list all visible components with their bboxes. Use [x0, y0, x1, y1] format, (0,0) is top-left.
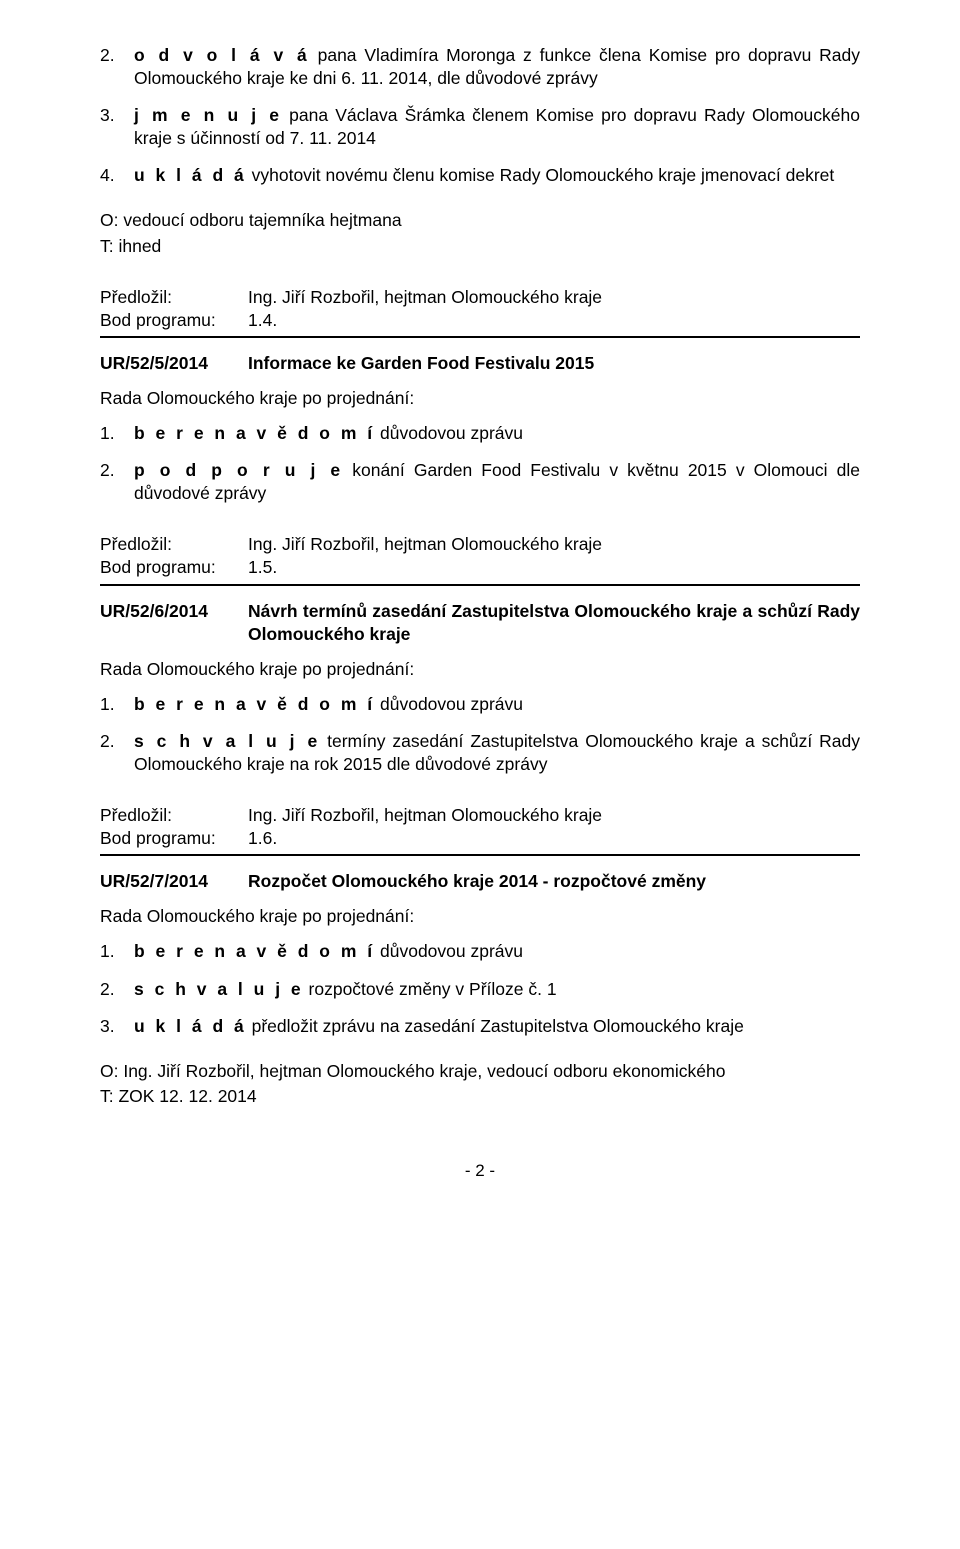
bod-label: Bod programu: — [100, 309, 248, 332]
item-number: 1. — [100, 940, 134, 963]
item-body: b e r e n a v ě d o m í důvodovou zprávu — [134, 693, 860, 716]
item-body: j m e n u j e pana Václava Šrámka členem… — [134, 104, 860, 150]
item-verb: j m e n u j e — [134, 105, 282, 125]
rada-line: Rada Olomouckého kraje po projednání: — [100, 905, 860, 928]
resolution-code: UR/52/7/2014 — [100, 870, 248, 893]
item-verb: s c h v a l u j e — [134, 731, 320, 751]
bod-label: Bod programu: — [100, 827, 248, 850]
resolution-item: 1. b e r e n a v ě d o m í důvodovou zpr… — [100, 940, 860, 963]
meta-t: T: ihned — [100, 235, 860, 258]
item-number: 2. — [100, 978, 134, 1001]
submitter-row: Předložil: Ing. Jiří Rozbořil, hejtman O… — [100, 286, 860, 309]
item-verb: b e r e n a v ě d o m í — [134, 423, 375, 443]
rada-line: Rada Olomouckého kraje po projednání: — [100, 658, 860, 681]
resolution-item: 2. o d v o l á v á pana Vladimíra Morong… — [100, 44, 860, 90]
item-verb: o d v o l á v á — [134, 45, 310, 65]
item-body: u k l á d á předložit zprávu na zasedání… — [134, 1015, 860, 1038]
section-heading: UR/52/6/2014 Návrh termínů zasedání Zast… — [100, 600, 860, 646]
item-body: s c h v a l u j e termíny zasedání Zastu… — [134, 730, 860, 776]
submit-label: Předložil: — [100, 804, 248, 827]
section-divider — [100, 336, 860, 338]
resolution-title: Návrh termínů zasedání Zastupitelstva Ol… — [248, 600, 860, 646]
item-text: vyhotovit novému členu komise Rady Olomo… — [247, 165, 835, 185]
item-number: 1. — [100, 693, 134, 716]
page-number: - 2 - — [100, 1160, 860, 1182]
bod-label: Bod programu: — [100, 556, 248, 579]
agenda-row: Bod programu: 1.4. — [100, 309, 860, 332]
item-number: 3. — [100, 104, 134, 150]
resolution-item: 3. j m e n u j e pana Václava Šrámka čle… — [100, 104, 860, 150]
meta-o: O: vedoucí odboru tajemníka hejtmana — [100, 209, 860, 232]
item-text: důvodovou zprávu — [375, 694, 523, 714]
item-text: důvodovou zprávu — [375, 423, 523, 443]
submitter-block: Předložil: Ing. Jiří Rozbořil, hejtman O… — [100, 804, 860, 850]
resolution-item: 4. u k l á d á vyhotovit novému členu ko… — [100, 164, 860, 187]
item-body: s c h v a l u j e rozpočtové změny v Pří… — [134, 978, 860, 1001]
resolution-code: UR/52/5/2014 — [100, 352, 248, 375]
item-verb: b e r e n a v ě d o m í — [134, 694, 375, 714]
item-number: 3. — [100, 1015, 134, 1038]
resolution-title: Rozpočet Olomouckého kraje 2014 - rozpoč… — [248, 870, 860, 893]
item-body: p o d p o r u j e konání Garden Food Fes… — [134, 459, 860, 505]
document-page: 2. o d v o l á v á pana Vladimíra Morong… — [0, 0, 960, 1226]
meta-o: O: Ing. Jiří Rozbořil, hejtman Olomoucké… — [100, 1060, 860, 1083]
item-number: 2. — [100, 459, 134, 505]
resolution-item: 2. s c h v a l u j e termíny zasedání Za… — [100, 730, 860, 776]
section-divider — [100, 854, 860, 856]
submit-value: Ing. Jiří Rozbořil, hejtman Olomouckého … — [248, 533, 602, 556]
item-body: b e r e n a v ě d o m í důvodovou zprávu — [134, 422, 860, 445]
resolution-item: 1. b e r e n a v ě d o m í důvodovou zpr… — [100, 693, 860, 716]
section-heading: UR/52/7/2014 Rozpočet Olomouckého kraje … — [100, 870, 860, 893]
bod-value: 1.6. — [248, 827, 277, 850]
rada-line: Rada Olomouckého kraje po projednání: — [100, 387, 860, 410]
item-body: o d v o l á v á pana Vladimíra Moronga z… — [134, 44, 860, 90]
item-body: u k l á d á vyhotovit novému členu komis… — [134, 164, 860, 187]
item-body: b e r e n a v ě d o m í důvodovou zprávu — [134, 940, 860, 963]
submitter-block: Předložil: Ing. Jiří Rozbořil, hejtman O… — [100, 286, 860, 332]
item-text: předložit zprávu na zasedání Zastupitels… — [247, 1016, 744, 1036]
meta-block: O: Ing. Jiří Rozbořil, hejtman Olomoucké… — [100, 1060, 860, 1108]
resolution-code: UR/52/6/2014 — [100, 600, 248, 646]
item-verb: u k l á d á — [134, 1016, 247, 1036]
item-number: 1. — [100, 422, 134, 445]
item-verb: u k l á d á — [134, 165, 247, 185]
item-text: rozpočtové změny v Příloze č. 1 — [304, 979, 557, 999]
meta-t: T: ZOK 12. 12. 2014 — [100, 1085, 860, 1108]
item-number: 4. — [100, 164, 134, 187]
resolution-item: 3. u k l á d á předložit zprávu na zased… — [100, 1015, 860, 1038]
item-number: 2. — [100, 730, 134, 776]
item-number: 2. — [100, 44, 134, 90]
item-verb: b e r e n a v ě d o m í — [134, 941, 375, 961]
section-heading: UR/52/5/2014 Informace ke Garden Food Fe… — [100, 352, 860, 375]
submit-label: Předložil: — [100, 533, 248, 556]
bod-value: 1.4. — [248, 309, 277, 332]
resolution-item: 2. s c h v a l u j e rozpočtové změny v … — [100, 978, 860, 1001]
item-text: důvodovou zprávu — [375, 941, 523, 961]
submitter-block: Předložil: Ing. Jiří Rozbořil, hejtman O… — [100, 533, 860, 579]
submit-value: Ing. Jiří Rozbořil, hejtman Olomouckého … — [248, 286, 602, 309]
submit-label: Předložil: — [100, 286, 248, 309]
submit-value: Ing. Jiří Rozbořil, hejtman Olomouckého … — [248, 804, 602, 827]
submitter-row: Předložil: Ing. Jiří Rozbořil, hejtman O… — [100, 804, 860, 827]
resolution-item: 1. b e r e n a v ě d o m í důvodovou zpr… — [100, 422, 860, 445]
item-verb: s c h v a l u j e — [134, 979, 304, 999]
section-divider — [100, 584, 860, 586]
resolution-item: 2. p o d p o r u j e konání Garden Food … — [100, 459, 860, 505]
submitter-row: Předložil: Ing. Jiří Rozbořil, hejtman O… — [100, 533, 860, 556]
agenda-row: Bod programu: 1.5. — [100, 556, 860, 579]
resolution-title: Informace ke Garden Food Festivalu 2015 — [248, 352, 860, 375]
item-verb: p o d p o r u j e — [134, 460, 343, 480]
agenda-row: Bod programu: 1.6. — [100, 827, 860, 850]
bod-value: 1.5. — [248, 556, 277, 579]
meta-block: O: vedoucí odboru tajemníka hejtmana T: … — [100, 209, 860, 257]
